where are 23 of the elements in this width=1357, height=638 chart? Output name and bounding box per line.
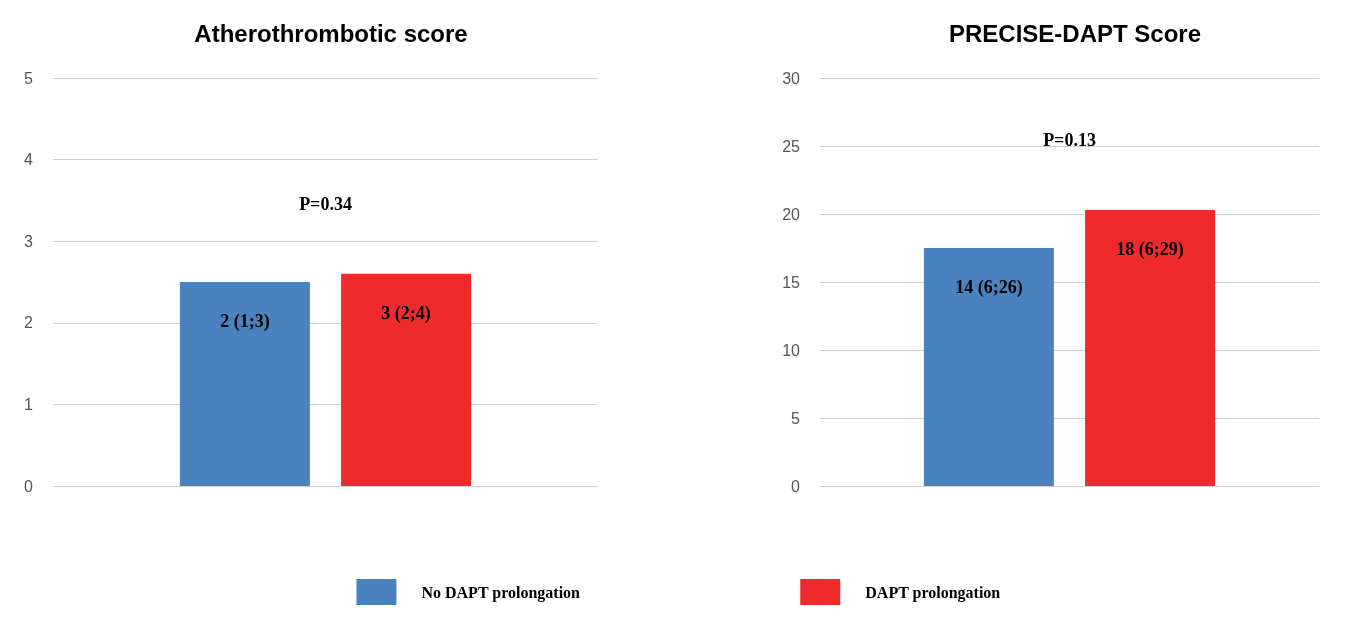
y-tick-label: 5 xyxy=(24,69,34,87)
y-tick-label: 4 xyxy=(24,151,34,169)
annotation: P=0.13 xyxy=(1043,129,1096,150)
annotation: 14 (6;26) xyxy=(955,277,1023,298)
annotation: P=0.34 xyxy=(299,193,352,214)
y-tick-label: 5 xyxy=(791,409,801,427)
y-tick-label: 3 xyxy=(24,232,34,250)
chart-title: PRECISE-DAPT Score xyxy=(948,19,1202,47)
y-tick-label: 30 xyxy=(782,69,801,87)
y-tick-label: 25 xyxy=(782,137,801,155)
y-tick-label: 15 xyxy=(782,273,801,291)
y-tick-label: 20 xyxy=(782,205,801,223)
y-tick-label: 0 xyxy=(24,477,34,495)
legend-label: No DAPT prolongation xyxy=(421,583,581,602)
y-tick-label: 10 xyxy=(782,341,801,359)
annotation: 18 (6;29) xyxy=(1116,238,1184,260)
annotation: 2 (1;3) xyxy=(220,311,270,332)
annotation: 3 (2;4) xyxy=(381,302,431,324)
legend-label: DAPT prolongation xyxy=(865,583,1001,602)
y-tick-label: 2 xyxy=(24,314,34,332)
chart-title: Atherothrombotic score xyxy=(194,19,468,47)
y-tick-label: 1 xyxy=(24,395,34,413)
y-tick-label: 0 xyxy=(791,477,801,495)
